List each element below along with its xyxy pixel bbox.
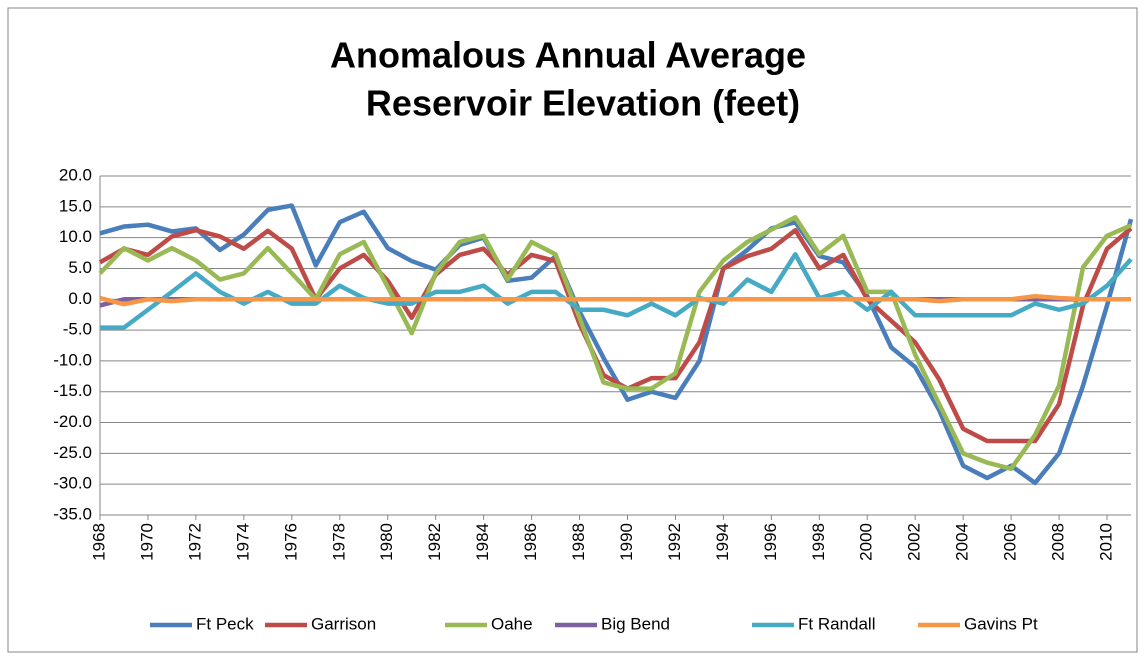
legend-label: Garrison bbox=[311, 614, 376, 633]
chart-title: Anomalous Annual Average bbox=[330, 35, 806, 76]
y-tick-label: -30.0 bbox=[53, 474, 92, 493]
x-tick-label: 1998 bbox=[809, 523, 828, 561]
series-line bbox=[98, 215, 1132, 472]
x-tick-label: 1976 bbox=[281, 523, 300, 561]
series-line bbox=[98, 226, 1133, 444]
legend-label: Big Bend bbox=[601, 614, 670, 633]
legend-label: Ft Peck bbox=[196, 614, 254, 633]
legend-label: Gavins Pt bbox=[964, 614, 1038, 633]
y-tick-label: 20.0 bbox=[59, 165, 92, 184]
x-tick-label: 1988 bbox=[569, 523, 588, 561]
x-tick-label: 1970 bbox=[137, 523, 156, 561]
series-line bbox=[99, 293, 1131, 307]
y-tick-label: -15.0 bbox=[53, 381, 92, 400]
y-tick-label: -35.0 bbox=[53, 504, 92, 523]
x-tick-label: 1990 bbox=[617, 523, 636, 561]
legend-label: Ft Randall bbox=[798, 614, 875, 633]
x-tick-label: 2010 bbox=[1097, 523, 1116, 561]
series-line bbox=[99, 203, 1134, 486]
legend-label: Oahe bbox=[491, 614, 533, 633]
y-tick-label: 5.0 bbox=[68, 258, 92, 277]
x-tick-label: 2000 bbox=[857, 523, 876, 561]
y-tick-label: -25.0 bbox=[53, 443, 92, 462]
x-tick-label: 1972 bbox=[185, 523, 204, 561]
y-tick-label: -5.0 bbox=[63, 320, 92, 339]
x-tick-label: 1968 bbox=[89, 523, 108, 561]
y-tick-label: 0.0 bbox=[68, 289, 92, 308]
chart-title: Reservoir Elevation (feet) bbox=[366, 83, 800, 124]
x-tick-label: 1994 bbox=[713, 523, 732, 561]
x-tick-label: 2006 bbox=[1001, 523, 1020, 561]
x-tick-label: 1996 bbox=[761, 523, 780, 561]
x-tick-label: 2008 bbox=[1049, 523, 1068, 561]
x-tick-label: 1982 bbox=[425, 523, 444, 561]
series-line bbox=[100, 252, 1133, 330]
x-tick-label: 1992 bbox=[665, 523, 684, 561]
x-tick-label: 1980 bbox=[377, 523, 396, 561]
x-tick-label: 1974 bbox=[233, 523, 252, 561]
x-tick-label: 1986 bbox=[521, 523, 540, 561]
x-tick-label: 2002 bbox=[905, 523, 924, 561]
y-tick-label: -20.0 bbox=[53, 412, 92, 431]
y-tick-label: -10.0 bbox=[53, 350, 92, 369]
x-tick-label: 2004 bbox=[953, 523, 972, 561]
y-tick-label: 15.0 bbox=[59, 196, 92, 215]
x-tick-label: 1978 bbox=[329, 523, 348, 561]
x-tick-label: 1984 bbox=[473, 523, 492, 561]
y-tick-label: 10.0 bbox=[59, 227, 92, 246]
